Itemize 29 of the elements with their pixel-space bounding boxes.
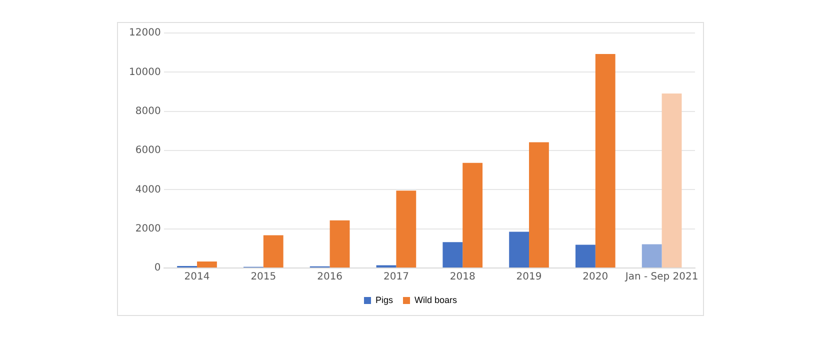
bar [396,190,416,268]
bar [330,220,350,268]
bar [197,262,217,268]
bar [509,232,530,268]
y-tick-label: 12000 [129,28,161,39]
x-tick-label: 2014 [184,272,210,283]
legend-label: Pigs [375,294,394,305]
bar [662,94,682,268]
bar [263,235,284,268]
bar [595,54,616,268]
x-tick-label: 2018 [450,272,476,283]
y-tick-label: 6000 [135,145,161,156]
bar [442,242,463,268]
x-tick-label: 2020 [582,272,608,283]
bar [529,142,549,268]
y-tick-label: 4000 [135,184,161,196]
bar [575,244,596,268]
y-tick-label: 10000 [129,66,161,78]
x-tick-label: 2016 [317,272,343,283]
x-tick-label: 2017 [383,272,409,283]
x-tick-label: 2015 [250,272,276,283]
y-tick-label: 0 [154,262,161,274]
x-tick-label: 2019 [516,272,542,283]
bar [462,162,483,268]
y-tick-label: 8000 [135,106,161,117]
x-tick-label: Jan - Sep 2021 [624,272,698,283]
bar [642,244,662,268]
legend-label: Wild boars [414,294,458,305]
y-tick-label: 2000 [135,223,161,234]
